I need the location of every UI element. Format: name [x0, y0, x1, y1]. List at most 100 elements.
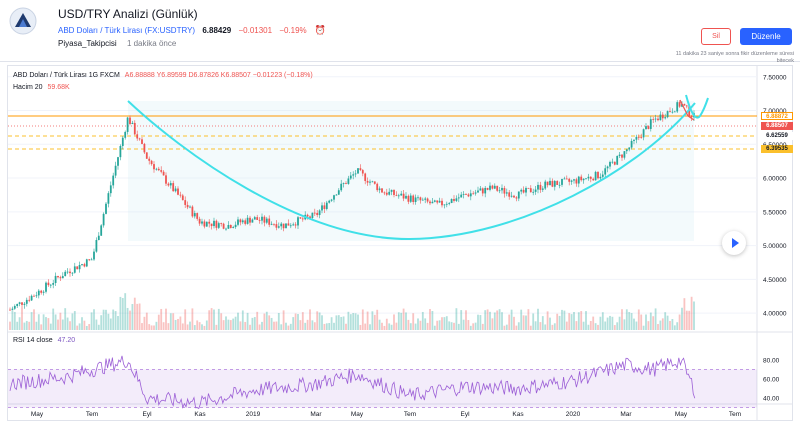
candle-body: [397, 195, 400, 197]
cup-pattern-curve: [127, 100, 696, 241]
candle-body: [633, 139, 635, 141]
volume-bar: [378, 319, 381, 330]
candle-body: [649, 119, 652, 129]
volume-bar: [313, 322, 316, 330]
volume-bar: [297, 314, 299, 330]
volume-bar: [273, 321, 275, 330]
volume-bar: [549, 317, 551, 330]
symbol-code-link[interactable]: (FX:USDTRY): [144, 26, 196, 35]
chart-frame[interactable]: [7, 65, 793, 421]
candle-body: [609, 161, 611, 167]
candle-body: [71, 272, 74, 274]
candle-body: [551, 180, 554, 187]
candle-body: [657, 118, 659, 121]
candle-body: [244, 220, 247, 224]
candle-body: [169, 183, 172, 186]
candle-body: [647, 126, 650, 129]
volume-bar: [292, 317, 295, 330]
volume-bar: [157, 314, 160, 330]
y-tick-label: 6.00000: [763, 176, 787, 183]
volume-bar: [167, 323, 170, 330]
candle-body: [453, 198, 455, 201]
alarm-clock-icon[interactable]: ⏰: [314, 25, 327, 35]
volume-bar: [580, 311, 583, 330]
candle-body: [263, 216, 266, 223]
volume-bar: [659, 320, 662, 330]
author-avatar[interactable]: [9, 7, 37, 35]
author-name-link[interactable]: Piyasa_Takipcisi: [58, 39, 117, 48]
volume-bar: [436, 320, 439, 330]
volume-bar: [393, 314, 395, 330]
candle-body: [30, 295, 33, 301]
candle-body: [311, 212, 314, 219]
x-tick-label: Kas: [512, 411, 524, 418]
candle-body: [445, 203, 448, 205]
volume-bar: [285, 322, 287, 330]
volume-bar: [654, 308, 657, 330]
candle-body: [117, 157, 119, 166]
volume-bar: [71, 313, 74, 330]
volume-bar: [551, 324, 554, 330]
candle-body: [467, 194, 470, 197]
volume-bar: [21, 308, 23, 330]
candle-body: [352, 174, 355, 176]
candle-body: [618, 154, 621, 156]
candle-body: [40, 290, 43, 293]
candle-body: [21, 302, 23, 305]
candle-body: [189, 206, 191, 208]
candle-body: [258, 219, 261, 221]
play-replay-button[interactable]: [722, 231, 746, 255]
price-tag-level-3: 6.39535: [761, 145, 793, 153]
candle-body: [405, 195, 407, 199]
candle-body: [431, 201, 434, 204]
volume-bar: [73, 311, 76, 330]
volume-bar: [145, 312, 148, 330]
candle-body: [421, 199, 424, 201]
volume-bar: [635, 321, 638, 330]
candle-body: [637, 136, 640, 138]
volume-bar: [105, 309, 107, 330]
volume-legend: Hacim 20 59.68K: [13, 84, 70, 91]
candle-body: [412, 195, 415, 202]
candle-body: [400, 193, 403, 196]
volume-bar: [309, 309, 311, 330]
volume-bar: [141, 323, 143, 330]
volume-bar: [397, 312, 400, 330]
volume-bar: [460, 310, 463, 330]
candle-body: [529, 188, 532, 193]
rsi-legend: RSI 14 close 47.20: [13, 337, 75, 344]
rsi-label: RSI 14 close: [13, 337, 53, 344]
volume-bar: [244, 321, 247, 330]
rsi-tick-label: 80.00: [763, 358, 780, 365]
volume-bar: [601, 312, 604, 330]
candle-body: [414, 197, 417, 202]
volume-bar: [508, 314, 511, 330]
candle-body: [659, 114, 662, 121]
candle-body: [570, 180, 573, 182]
candle-body: [277, 226, 280, 228]
delete-button[interactable]: Sil: [701, 28, 731, 45]
candle-body: [54, 275, 57, 283]
volume-bar: [33, 309, 35, 330]
volume-bar: [445, 316, 448, 330]
volume-bar: [11, 310, 14, 330]
candle-body: [287, 223, 290, 226]
volume-bar: [462, 319, 465, 330]
volume-bar: [419, 320, 422, 330]
volume-bar: [239, 321, 242, 330]
candle-body: [299, 217, 302, 219]
candle-body: [83, 264, 86, 267]
volume-bar: [352, 313, 355, 330]
volume-bar: [484, 310, 487, 330]
volume-bar: [457, 323, 460, 330]
candle-body: [186, 204, 189, 208]
edit-button[interactable]: Düzenle: [740, 28, 792, 45]
candle-body: [532, 191, 535, 193]
candle-body: [261, 216, 263, 221]
rsi-tick-label: 40.00: [763, 396, 780, 403]
symbol-name-link[interactable]: ABD Doları / Türk Lirası: [58, 26, 143, 35]
edit-time-note: 11 dakika 23 saniye sonra fikir düzenlem…: [675, 51, 794, 64]
candle-body: [11, 308, 14, 310]
candle-body: [621, 154, 623, 158]
